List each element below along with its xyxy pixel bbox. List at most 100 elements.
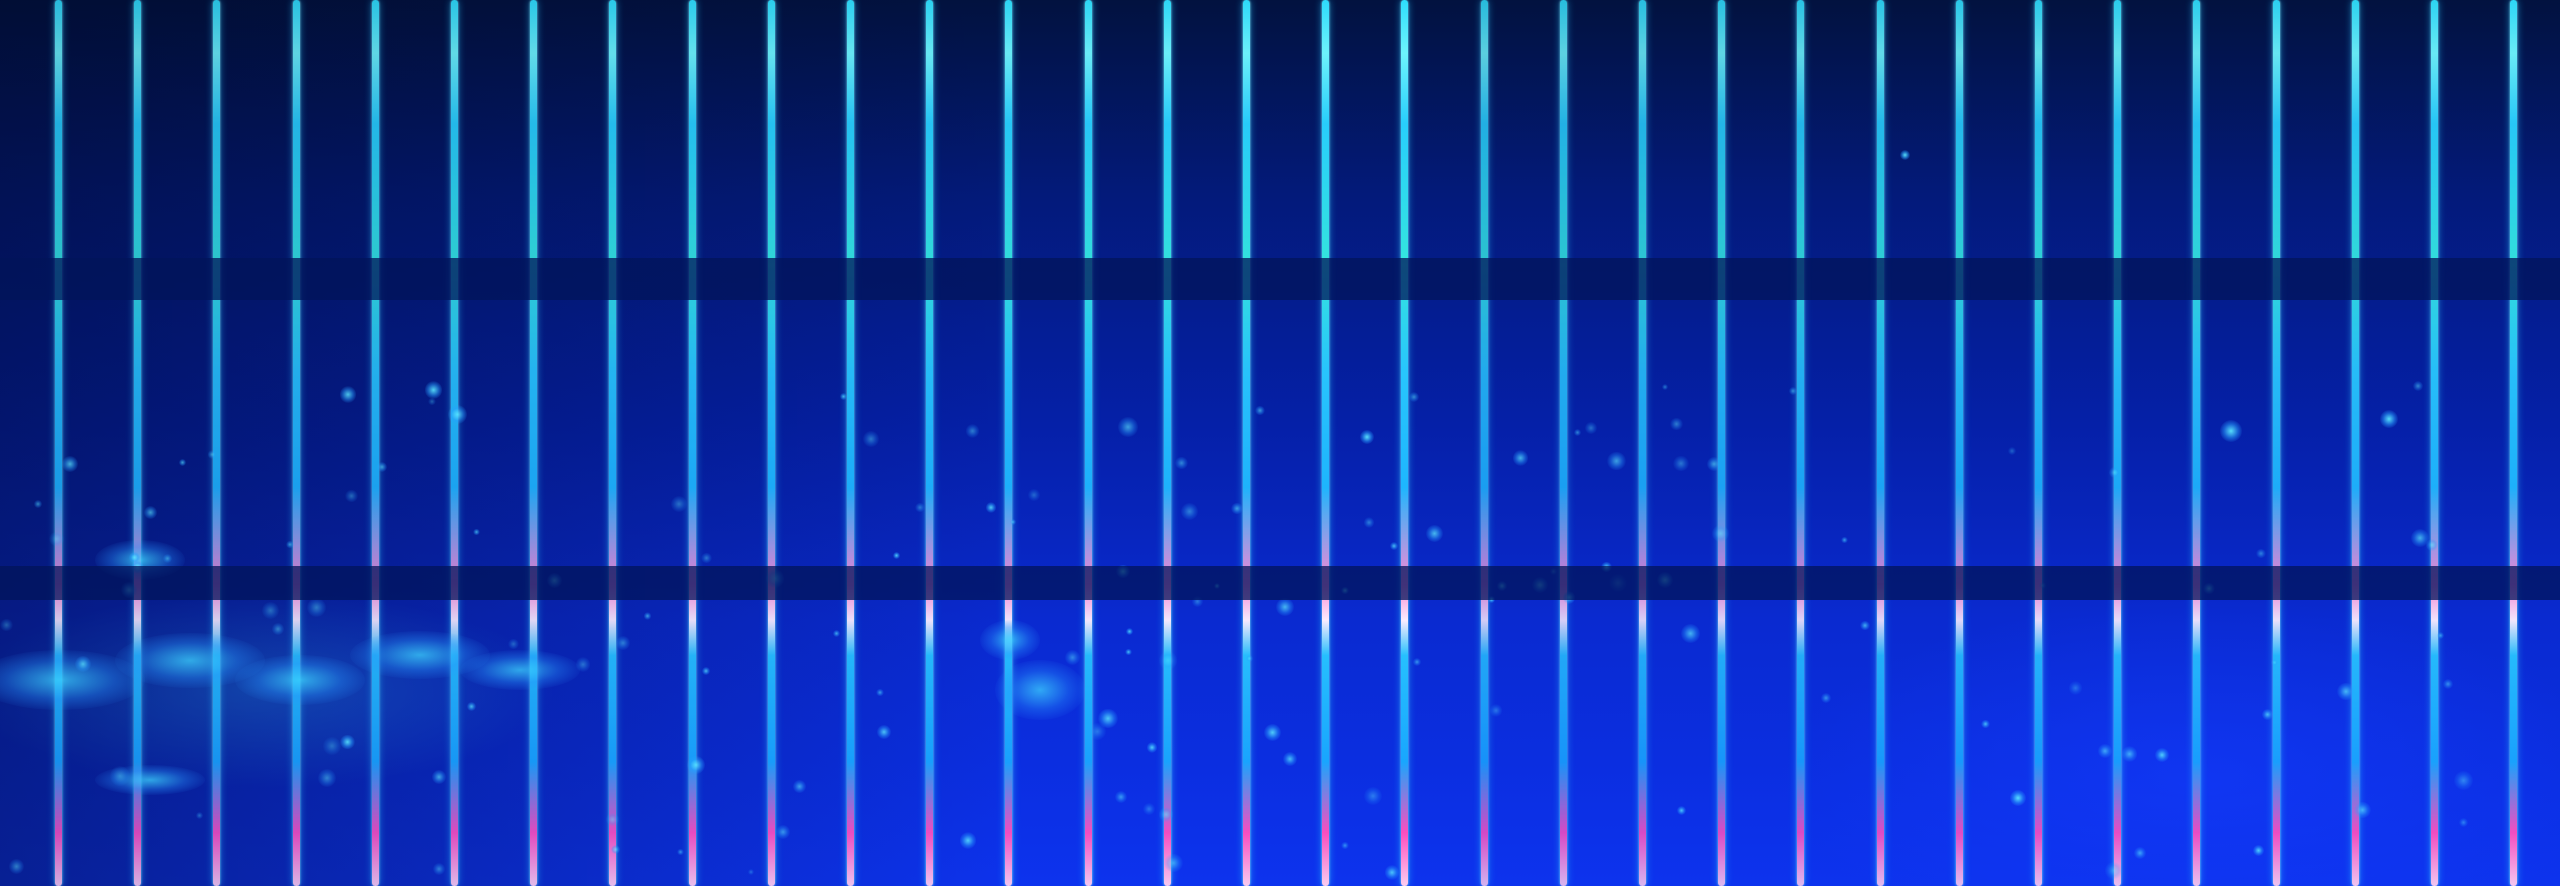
- fluorescent-stripe: [1401, 0, 1408, 886]
- fluorescent-stripe: [134, 0, 141, 886]
- speckle-dot: [34, 500, 42, 508]
- speckle-dot: [877, 724, 891, 739]
- haze-blob: [980, 620, 1040, 660]
- speckle-dot: [876, 688, 884, 697]
- speckle-dot: [1364, 787, 1383, 805]
- speckle-dot: [1426, 524, 1444, 543]
- speckle-dot: [1662, 383, 1669, 391]
- speckle-dot: [2437, 632, 2444, 639]
- speckle-dot: [1549, 568, 1558, 576]
- speckle-dot: [1164, 853, 1183, 873]
- fluorescent-stripe: [530, 0, 537, 886]
- speckle-dot: [2154, 748, 2169, 762]
- haze-blob: [995, 660, 1085, 720]
- speckle-dot: [317, 768, 337, 788]
- fluorescent-stripe: [372, 0, 379, 886]
- fluorescent-stripe: [1956, 0, 1963, 886]
- speckle-dot: [1408, 391, 1420, 403]
- fluorescent-stripe: [1085, 0, 1092, 886]
- speckle-dot: [765, 569, 785, 588]
- speckle-dot: [1231, 502, 1243, 515]
- speckle-dot: [508, 638, 519, 649]
- speckle-dot: [1389, 541, 1398, 551]
- speckle-dot: [2426, 539, 2439, 552]
- haze-blob: [460, 650, 580, 690]
- speckle-dot: [144, 505, 158, 519]
- speckle-dot: [1214, 583, 1221, 590]
- speckle-dot: [1573, 428, 1581, 436]
- speckle-dot: [1789, 387, 1798, 395]
- speckle-dot: [1562, 591, 1576, 604]
- fluorescent-stripe: [2273, 0, 2280, 886]
- fluorescent-stripe: [1322, 0, 1329, 886]
- speckle-dot: [793, 780, 806, 793]
- speckle-dot: [1118, 416, 1138, 437]
- speckle-dot: [1158, 807, 1174, 822]
- speckle-dot: [2442, 678, 2454, 690]
- speckle-dot: [48, 531, 64, 547]
- speckle-dot: [1142, 803, 1155, 816]
- speckle-dot: [1512, 450, 1529, 466]
- speckle-dot: [915, 502, 925, 513]
- speckle-dot: [432, 862, 446, 876]
- speckle-dot: [2354, 801, 2371, 819]
- speckle-dot: [1064, 649, 1081, 666]
- speckle-dot: [644, 612, 652, 620]
- speckle-dot: [1009, 519, 1016, 526]
- speckle-dot: [832, 630, 840, 638]
- speckle-dot: [1245, 654, 1254, 663]
- fluorescent-stripe: [1639, 0, 1646, 886]
- speckle-dot: [1116, 564, 1130, 579]
- speckle-dot: [286, 540, 294, 549]
- speckle-dot: [893, 551, 901, 559]
- speckle-dot: [1681, 624, 1701, 644]
- speckle-dot: [323, 736, 342, 755]
- speckle-dot: [467, 702, 477, 712]
- fluorescent-stripe: [2510, 0, 2517, 886]
- speckle-dot: [1089, 723, 1106, 741]
- speckle-dot: [0, 618, 13, 632]
- speckle-dot: [195, 811, 204, 819]
- fluorescent-stripe: [1718, 0, 1725, 886]
- speckle-dot: [1028, 489, 1040, 501]
- speckle-dot: [1821, 693, 1831, 703]
- speckle-dot: [1360, 430, 1374, 444]
- speckle-dot: [1275, 597, 1294, 616]
- speckle-dot: [2412, 380, 2424, 392]
- fluorescent-stripe: [2431, 0, 2438, 886]
- speckle-dot: [179, 459, 187, 467]
- speckle-dot: [1489, 703, 1503, 717]
- speckle-dot: [431, 770, 446, 785]
- fluorescent-stripe: [1797, 0, 1804, 886]
- speckle-dot: [686, 755, 705, 774]
- speckle-dot: [677, 848, 684, 855]
- speckle-dot: [1125, 649, 1132, 656]
- speckle-dot: [2098, 744, 2112, 758]
- fluorescent-stripe: [2193, 0, 2200, 886]
- speckle-dot: [2459, 817, 2469, 827]
- speckle-dot: [129, 552, 141, 564]
- speckle-dot: [839, 393, 847, 401]
- speckle-dot: [2380, 410, 2398, 428]
- speckle-dot: [9, 859, 25, 875]
- speckle-dot: [262, 602, 279, 619]
- speckle-dot: [473, 528, 480, 536]
- speckle-dot: [1282, 751, 1297, 766]
- speckle-dot: [1341, 586, 1350, 595]
- speckle-dot: [959, 831, 977, 849]
- speckle-dot: [2008, 446, 2017, 456]
- speckle-dot: [1487, 596, 1496, 604]
- speckle-dot: [272, 623, 284, 636]
- speckle-dot: [1677, 806, 1687, 816]
- speckle-dot: [2256, 548, 2266, 559]
- speckle-dot: [965, 424, 979, 438]
- fluorescent-stripe: [689, 0, 696, 886]
- speckle-dot: [2337, 683, 2355, 701]
- fluorescent-stripe: [926, 0, 933, 886]
- haze-blob: [235, 655, 365, 705]
- speckle-dot: [1584, 422, 1597, 434]
- speckle-dot: [109, 765, 130, 786]
- fluorescent-stripe: [1005, 0, 1012, 886]
